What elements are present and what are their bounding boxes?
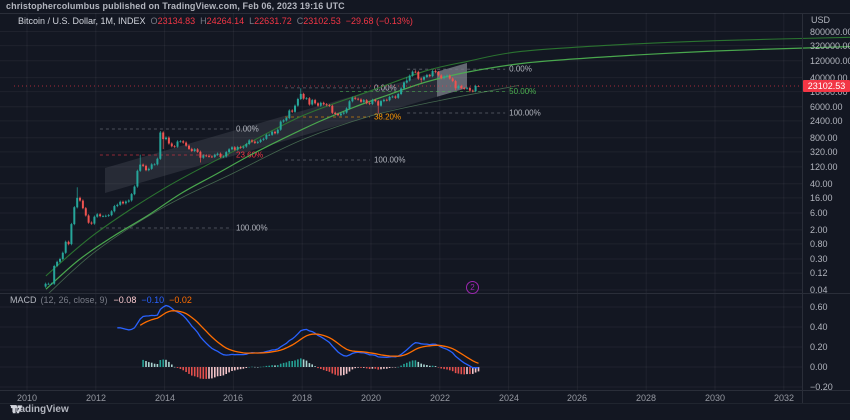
open-value: 23134.83 [157,16,196,26]
svg-text:0.00%: 0.00% [509,65,532,74]
macd-axis-tick: −0.20 [810,382,833,392]
time-axis-year: 2012 [85,393,107,403]
time-axis-year: 2030 [704,393,726,403]
price-axis-tick: 40000.00 [810,73,848,83]
symbol-title: Bitcoin / U.S. Dollar, 1M, INDEX [18,16,146,26]
time-axis-year: 2032 [773,393,795,403]
toolbar-divider [0,403,850,404]
price-axis-tick: 6000.00 [810,102,843,112]
macd-params: (12, 26, close, 9) [40,295,108,305]
price-axis-tick: 40.00 [810,179,833,189]
price-axis-tick: 16.00 [810,193,833,203]
idea-count-badge[interactable]: 2 [466,281,479,294]
time-axis-year: 2028 [635,393,657,403]
close-value: 23102.53 [303,16,341,26]
macd-line-value: −0.10 [141,295,165,305]
svg-text:0.00%: 0.00% [374,83,397,92]
price-axis-tick: 16000.00 [810,87,848,97]
time-axis-year: 2014 [154,393,176,403]
price-axis-tick: 320000.00 [810,41,850,51]
low-value: 22631.72 [254,16,292,26]
price-axis-tick: 0.80 [810,239,828,249]
tradingview-logo[interactable]: TradingView [10,404,69,415]
svg-text:38.20%: 38.20% [374,113,401,122]
macd-legend[interactable]: MACD (12, 26, close, 9) −0.08 −0.10 −0.02 [10,295,192,305]
last-price-label: 23102.53 [803,80,850,92]
time-axis[interactable]: 2010 2012 2014 2016 2018 2020 2022 2024 2026 2028… [0,390,850,404]
price-chart-canvas[interactable]: 0.00%23.60%100.00%0.00%38.20%100.00%0.00… [0,13,850,293]
high-value: 24264.14 [206,16,245,26]
price-axis-tick: 2.00 [810,225,828,235]
price-axis-tick: 2400.00 [810,116,843,126]
price-axis-tick: 0.12 [810,268,828,278]
price-axis-tick: 6.00 [810,208,828,218]
time-axis-year: 2026 [566,393,588,403]
tradingview-logo-icon [10,405,23,414]
time-axis-divider [0,390,850,391]
symbol-legend[interactable]: Bitcoin / U.S. Dollar, 1M, INDEX O23134.8… [18,16,413,26]
attribution-bar: christophercolumbus published on Trading… [6,1,345,11]
price-axis-tick: 0.30 [810,254,828,264]
time-axis-year: 2016 [222,393,244,403]
tradingview-logo-text: TradingView [10,404,69,415]
time-axis-year: 2010 [16,393,38,403]
axis-currency-label: USD [811,15,831,25]
price-axis-tick: 120.00 [810,162,838,172]
pane-divider[interactable] [0,293,850,294]
price-axis-tick: 120000.00 [810,56,850,66]
macd-axis-tick: 0.00 [810,362,828,372]
close-label: C [296,16,304,26]
time-axis-year: 2024 [498,393,520,403]
time-axis-year: 2022 [429,393,451,403]
price-axis-tick: 800000.00 [810,27,850,37]
svg-text:100.00%: 100.00% [509,109,541,118]
macd-title: MACD [10,295,37,305]
open-label: O [150,16,158,26]
time-axis-year: 2018 [291,393,313,403]
price-axis-tick: 320.00 [810,147,838,157]
change-value: −29.68 (−0.13%) [345,16,413,26]
macd-axis-tick: 0.40 [810,322,828,332]
low-label: L [249,16,255,26]
macd-axis-tick: 0.20 [810,342,828,352]
price-axis-tick: 800.00 [810,133,838,143]
macd-hist-value: −0.08 [113,295,137,305]
time-axis-year: 2020 [360,393,382,403]
macd-signal-value: −0.02 [169,295,192,305]
macd-axis-tick: 0.60 [810,302,828,312]
chart-widget [0,13,850,420]
high-label: H [200,16,207,26]
macd-chart-canvas[interactable] [0,293,850,390]
svg-text:0.00%: 0.00% [236,125,259,134]
svg-text:50.00%: 50.00% [509,87,536,96]
price-axis-tick: 0.04 [810,285,828,295]
price-axis[interactable]: USD [802,13,850,403]
svg-text:100.00%: 100.00% [236,224,268,233]
svg-text:100.00%: 100.00% [374,156,406,165]
